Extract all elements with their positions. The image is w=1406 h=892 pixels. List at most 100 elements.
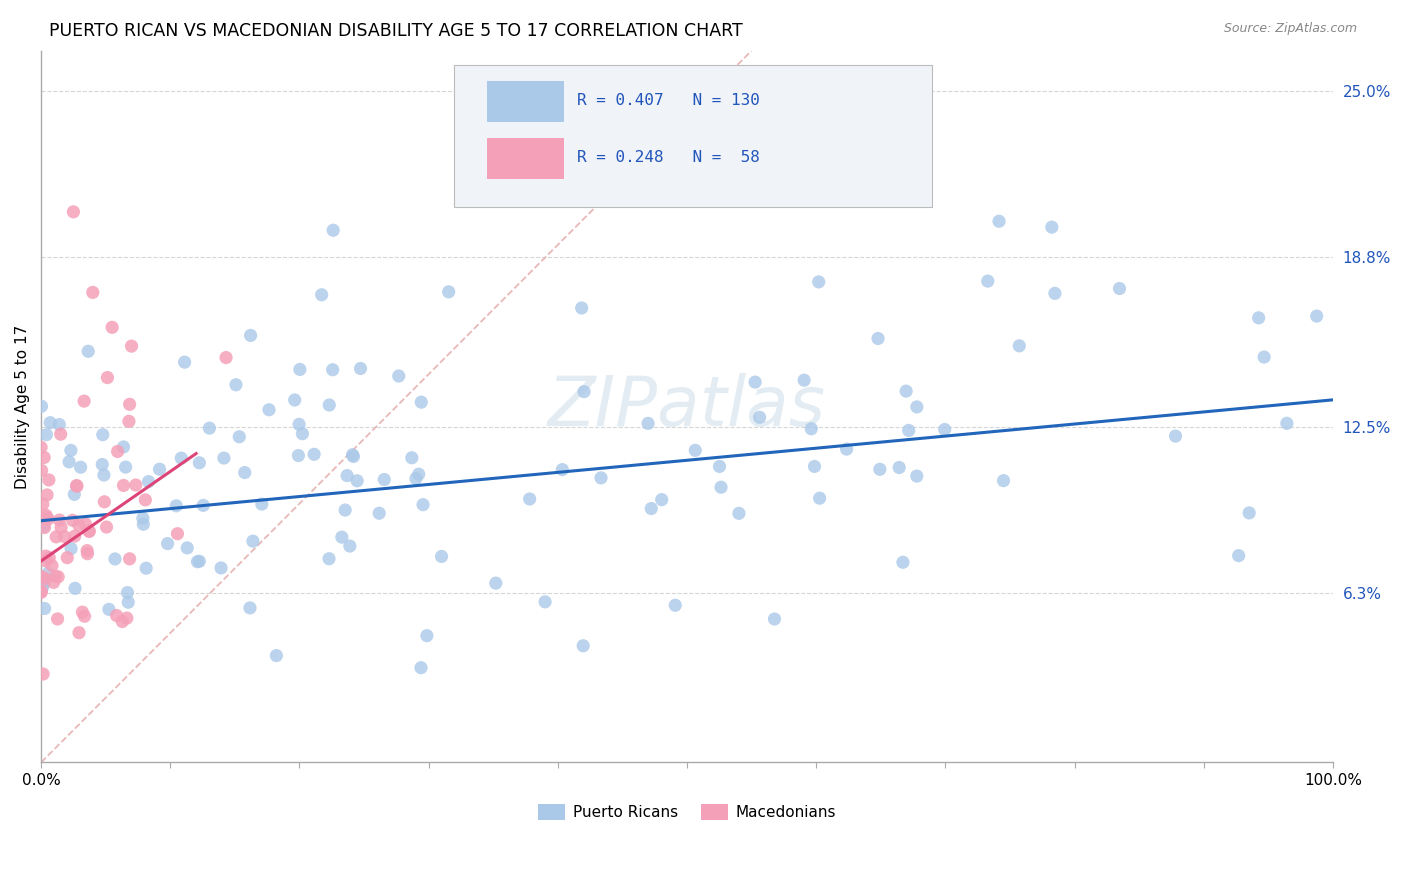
Point [30,440,52,454]
Point [118,414,141,428]
Point [188,554,211,568]
Point [73,609,96,624]
Text: Source: ZipAtlas.com: Source: ZipAtlas.com [1223,22,1357,36]
Point [651,492,673,507]
Point [31,463,53,477]
Point [988,214,1011,228]
Point [34,572,56,586]
Point [63,529,86,543]
Point [111,615,134,629]
Text: PUERTO RICAN VS MACEDONIAN DISABILITY AGE 5 TO 17 CORRELATION CHART: PUERTO RICAN VS MACEDONIAN DISABILITY AG… [49,22,742,40]
Point [409,661,432,675]
Point [34,549,56,563]
Point [905,469,928,483]
Point [67,518,90,533]
Point [77,344,100,359]
Point [266,648,288,663]
Point [1305,309,1327,323]
Point [412,498,434,512]
Point [664,599,686,613]
Point [519,491,541,506]
Point [1253,350,1275,364]
Point [63,582,86,596]
Point [744,375,766,389]
Point [135,561,157,575]
Point [97,602,120,616]
Point [165,499,187,513]
Point [1227,549,1250,563]
Point [117,585,139,599]
Point [72,605,94,619]
Point [48,513,70,527]
Point [485,576,508,591]
Point [198,421,221,435]
Point [405,471,427,485]
Point [69,460,91,475]
Point [76,543,98,558]
Point [166,526,188,541]
Point [250,497,273,511]
Point [333,503,356,517]
Point [118,551,141,566]
Point [748,410,770,425]
Point [38,473,60,487]
Point [209,561,232,575]
Point [112,478,135,492]
Point [46,612,69,626]
Point [34,520,56,534]
Point [30,584,52,599]
Point [437,285,460,299]
Point [388,369,411,384]
Point [342,450,364,464]
Text: ZIPatlas: ZIPatlas [548,373,825,440]
Point [49,427,72,442]
Point [45,530,67,544]
Point [897,424,920,438]
Point [534,595,557,609]
Point [62,513,84,527]
Point [96,520,118,534]
Point [125,478,148,492]
Point [75,516,97,531]
Point [31,399,53,413]
Point [39,416,62,430]
Point [411,395,433,409]
Point [430,549,453,564]
Point [170,451,193,466]
Point [115,611,138,625]
Point [1247,310,1270,325]
FancyBboxPatch shape [486,137,564,178]
Point [1237,506,1260,520]
Point [132,511,155,525]
Point [869,462,891,476]
Point [800,422,823,436]
Point [322,223,344,237]
Y-axis label: Disability Age 5 to 17: Disability Age 5 to 17 [15,325,30,489]
Point [637,417,659,431]
Point [311,287,333,301]
Point [32,667,55,681]
Point [56,550,79,565]
Point [212,451,235,466]
Point [37,566,59,581]
Point [32,577,55,591]
Point [891,555,914,569]
Point [808,491,831,506]
Point [35,508,58,523]
Legend: Puerto Ricans, Macedonians: Puerto Ricans, Macedonians [531,797,842,826]
Point [803,459,825,474]
Point [1164,429,1187,443]
Point [105,608,128,623]
Point [107,444,129,458]
Point [173,355,195,369]
Point [45,569,67,583]
Point [215,351,238,365]
Point [148,462,170,476]
Point [156,536,179,550]
Point [835,442,858,456]
Point [571,301,593,315]
Point [416,629,439,643]
Text: R = 0.407   N = 130: R = 0.407 N = 130 [578,93,761,108]
Point [342,448,364,462]
Point [287,449,309,463]
